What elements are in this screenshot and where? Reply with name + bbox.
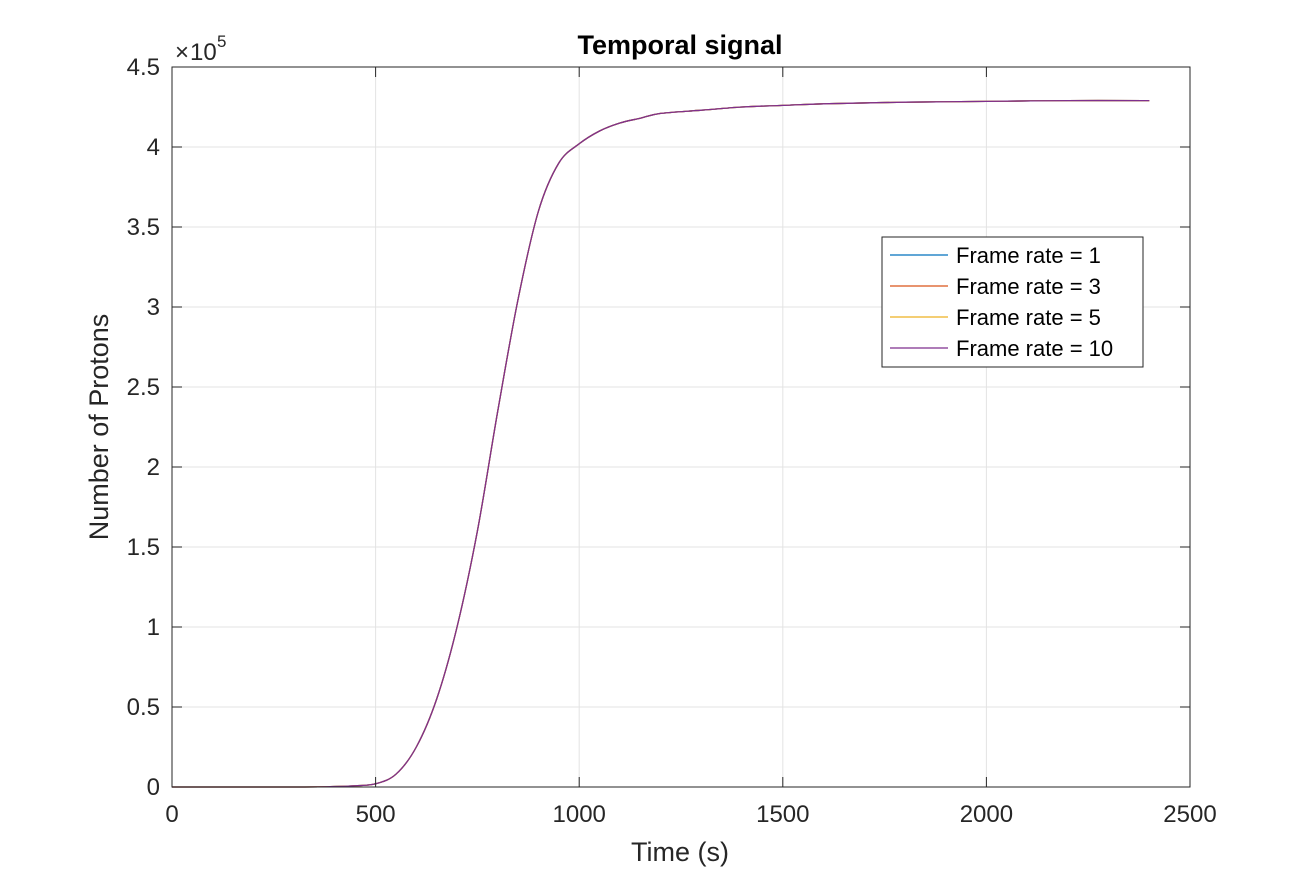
plot-frame — [171, 66, 1191, 788]
y-tick-label: 0.5 — [127, 694, 160, 721]
y-tick-label: 4.5 — [127, 54, 160, 81]
y-tick-label: 0 — [147, 774, 160, 801]
tick-marks — [171, 66, 1191, 788]
series-line-4 — [171, 99, 1150, 788]
series-layer — [171, 99, 1150, 788]
y-tick-label: 2.5 — [127, 374, 160, 401]
chart-title: Temporal signal — [577, 30, 782, 60]
x-axis-label: Time (s) — [631, 837, 729, 867]
x-tick-label: 2500 — [1163, 801, 1216, 828]
y-tick-labels: 0 0.5 1 1.5 2 2.5 3 3.5 4 4.5 — [127, 54, 160, 801]
y-tick-label: 1.5 — [127, 534, 160, 561]
y-scale-exponent-value: 5 — [217, 32, 226, 51]
y-tick-label: 3 — [147, 294, 160, 321]
x-tick-label: 500 — [356, 801, 396, 828]
x-tick-label: 1000 — [553, 801, 606, 828]
y-axis-label: Number of Protons — [84, 314, 114, 541]
times-sign: × — [175, 39, 189, 66]
legend-entry-label: Frame rate = 5 — [956, 305, 1101, 330]
y-tick-label: 4 — [147, 134, 160, 161]
y-tick-label: 3.5 — [127, 214, 160, 241]
legend-entry-label: Frame rate = 10 — [956, 336, 1113, 361]
x-tick-labels: 0 500 1000 1500 2000 2500 — [165, 801, 1216, 828]
x-tick-label: 0 — [165, 801, 178, 828]
legend-box — [881, 236, 1144, 368]
plot-area — [172, 67, 1190, 787]
legend-entry-label: Frame rate = 1 — [956, 243, 1101, 268]
legend: Frame rate = 1 Frame rate = 3 Frame rate =… — [881, 236, 1144, 368]
legend-entry-label: Frame rate = 3 — [956, 274, 1101, 299]
y-scale-exponent: × 10 5 — [175, 32, 226, 66]
y-scale-multiplier: 10 — [190, 39, 217, 66]
x-tick-label: 1500 — [756, 801, 809, 828]
y-tick-label: 1 — [147, 614, 160, 641]
y-tick-label: 2 — [147, 454, 160, 481]
x-tick-label: 2000 — [960, 801, 1013, 828]
